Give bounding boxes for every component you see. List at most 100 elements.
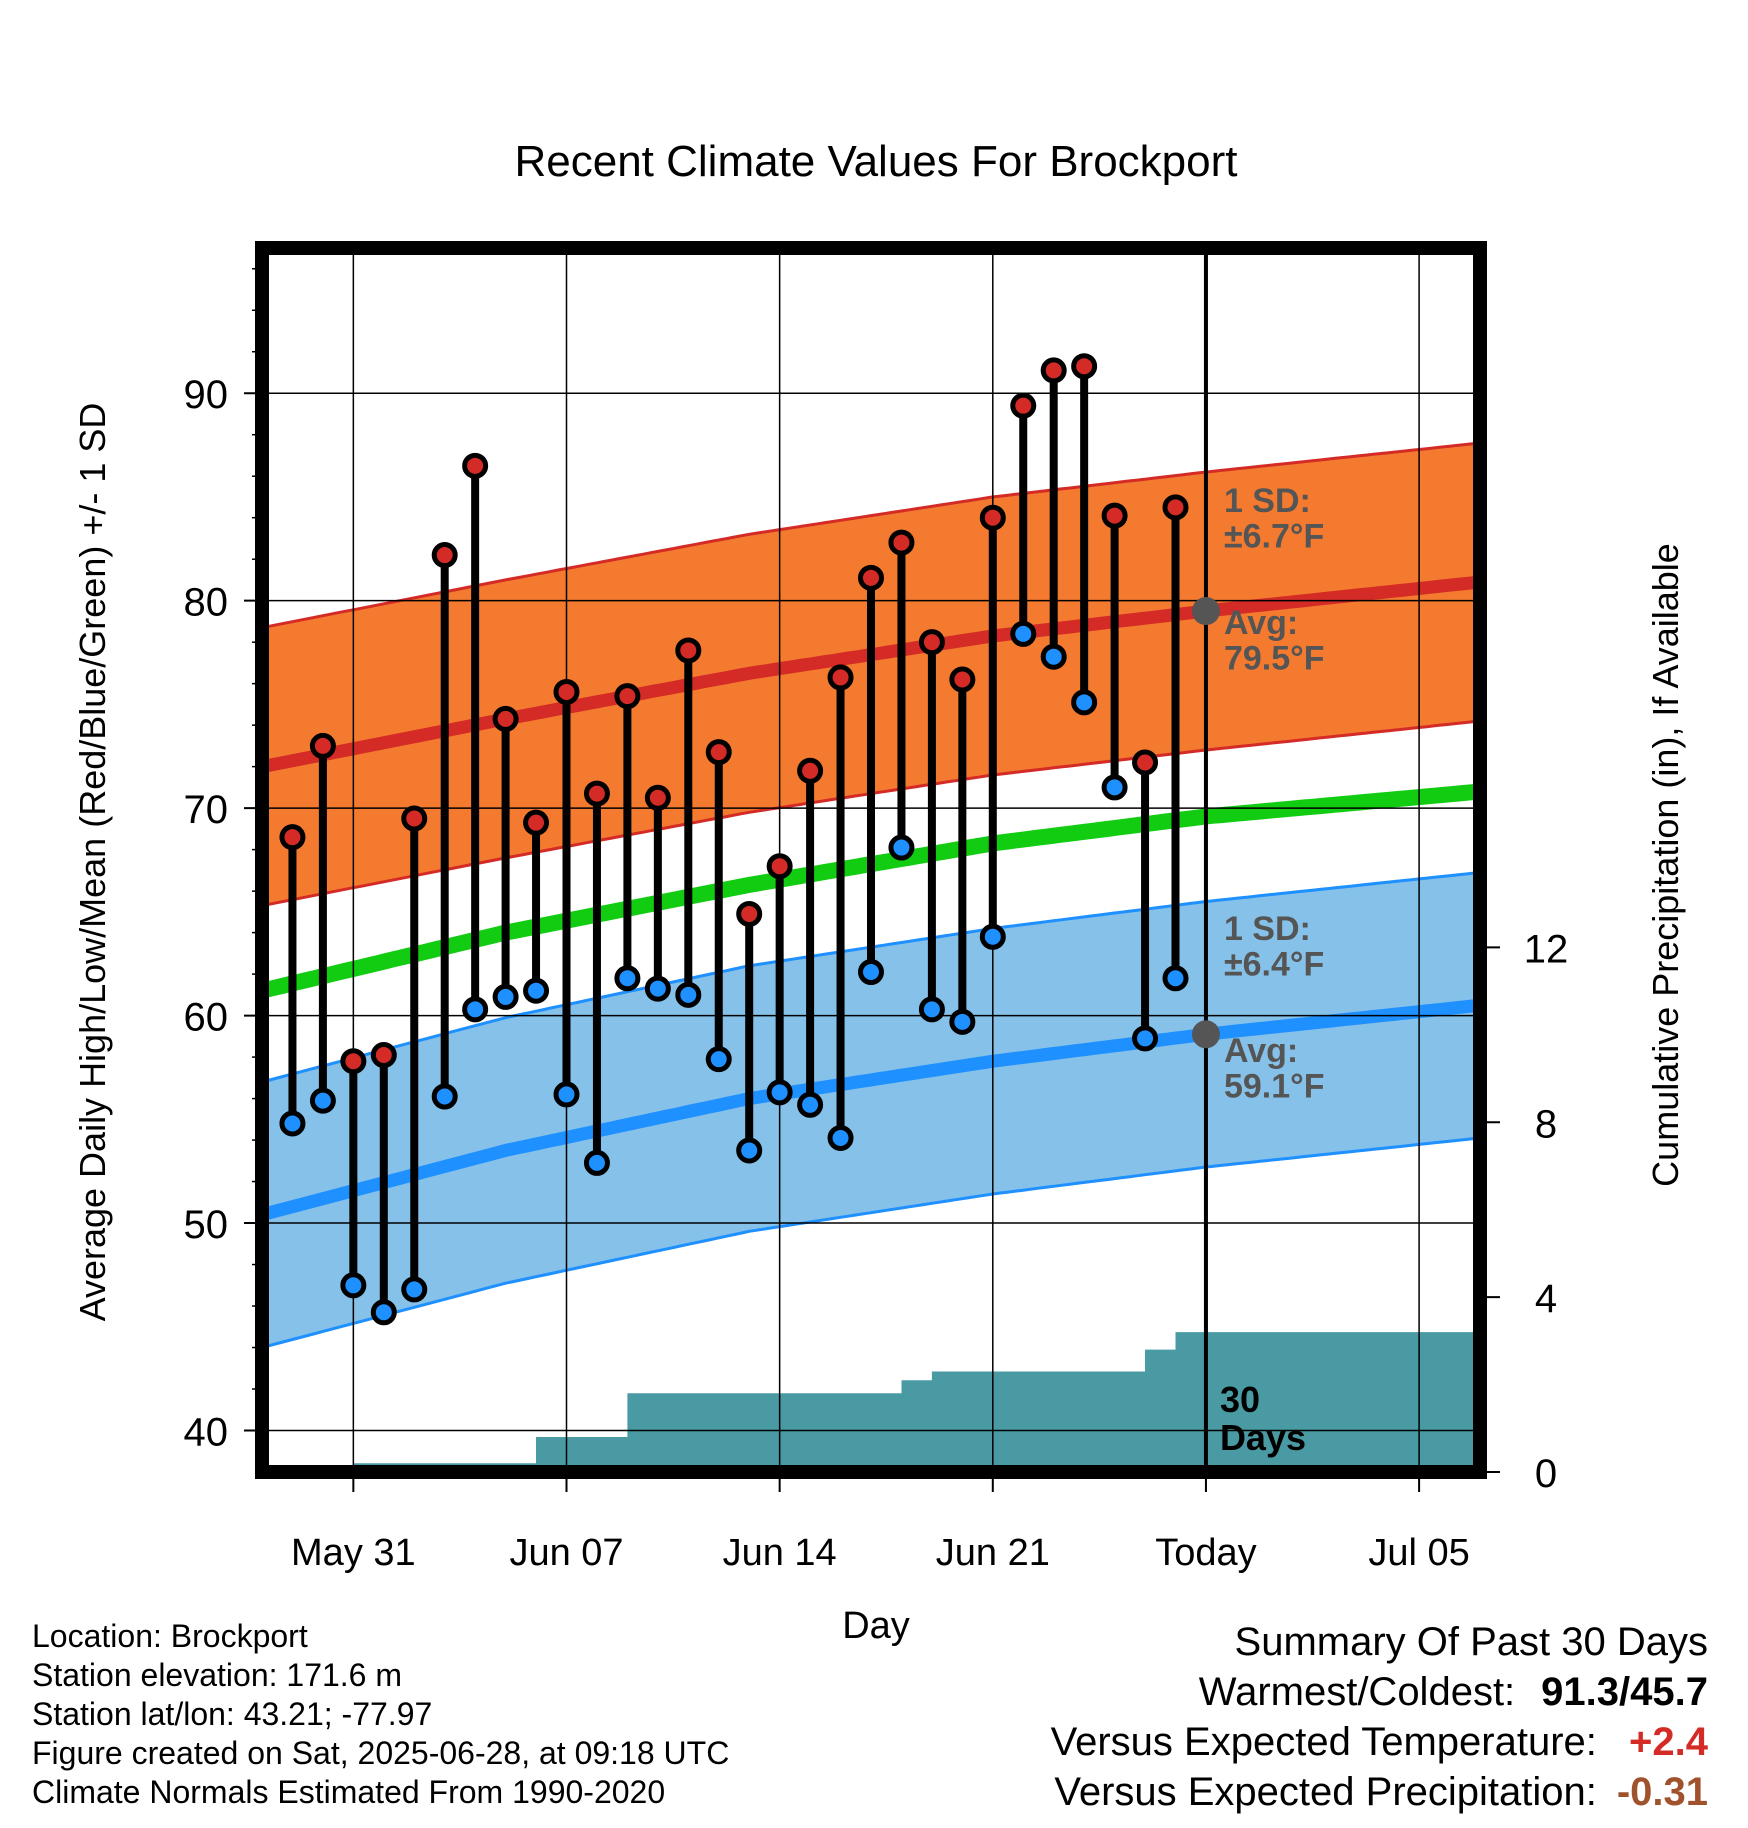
high-sd-label-line: ±6.7°F — [1224, 518, 1324, 556]
daily-low-point — [312, 1090, 333, 1111]
y2-tick-label: 12 — [1524, 927, 1569, 971]
daily-high-point — [312, 735, 333, 756]
y-tick-label: 60 — [184, 996, 229, 1040]
summary-title: Summary Of Past 30 Days — [1051, 1617, 1708, 1667]
created-text: Figure created on Sat, 2025-06-28, at 09… — [32, 1734, 729, 1773]
high-sd-label: 1 SD: ±6.7°F — [1224, 482, 1324, 556]
daily-low-point — [343, 1275, 364, 1296]
daily-high-point — [1135, 752, 1156, 773]
y-tick-label: 50 — [184, 1203, 229, 1247]
x-tick-label: Today — [1155, 1532, 1256, 1574]
daily-low-point — [647, 978, 668, 999]
daily-low-point — [404, 1279, 425, 1300]
precip-departure-label: Versus Expected Precipitation: — [1054, 1770, 1597, 1814]
daily-low-point — [617, 968, 638, 989]
temp-departure-row: Versus Expected Temperature: +2.4 — [1051, 1717, 1708, 1767]
x-tick-label: Jul 05 — [1368, 1532, 1469, 1574]
daily-low-point — [830, 1127, 851, 1148]
daily-low-point — [1104, 777, 1125, 798]
daily-low-point — [1135, 1028, 1156, 1049]
daily-high-point — [708, 742, 729, 763]
x-tick-label: Jun 14 — [723, 1532, 837, 1574]
daily-high-point — [769, 856, 790, 877]
low-avg-label-line: Avg: — [1224, 1032, 1298, 1070]
daily-low-point — [1074, 692, 1095, 713]
daily-low-point — [708, 1049, 729, 1070]
daily-high-point — [465, 455, 486, 476]
daily-high-point — [1074, 356, 1095, 377]
daily-low-point — [526, 980, 547, 1001]
low-sd-label: 1 SD: ±6.4°F — [1224, 910, 1324, 984]
daily-low-point — [861, 962, 882, 983]
high-avg-marker — [1192, 597, 1220, 625]
climate-chart: Recent Climate Values For Brockport 1 SD… — [0, 0, 1748, 1828]
normals-text: Climate Normals Estimated From 1990-2020 — [32, 1773, 729, 1812]
daily-high-point — [404, 808, 425, 829]
daily-high-point — [586, 783, 607, 804]
daily-low-point — [495, 986, 516, 1007]
chart-title: Recent Climate Values For Brockport — [514, 137, 1237, 186]
daily-low-point — [586, 1152, 607, 1173]
y-axis-label: Average Daily High/Low/Mean (Red/Blue/Gr… — [72, 403, 113, 1322]
daily-high-point — [1043, 360, 1064, 381]
daily-high-point — [282, 827, 303, 848]
daily-low-point — [678, 984, 699, 1005]
daily-high-point — [1165, 497, 1186, 518]
low-sd-label-line: ±6.4°F — [1224, 946, 1324, 984]
precip-departure-value: -0.31 — [1608, 1767, 1708, 1817]
station-info: Location: Brockport Station elevation: 1… — [32, 1617, 729, 1812]
high-avg-label-line: Avg: — [1224, 604, 1298, 642]
location-text: Location: Brockport — [32, 1617, 729, 1656]
low-sd-label-line: 1 SD: — [1224, 910, 1311, 948]
elevation-text: Station elevation: 171.6 m — [32, 1656, 729, 1695]
precip-departure-row: Versus Expected Precipitation: -0.31 — [1051, 1767, 1708, 1817]
x-axis-label: Day — [842, 1605, 910, 1647]
temp-departure-value: +2.4 — [1608, 1717, 1708, 1767]
daily-high-point — [373, 1045, 394, 1066]
daily-low-point — [982, 926, 1003, 947]
daily-high-point — [921, 632, 942, 653]
daily-low-point — [800, 1094, 821, 1115]
daily-high-point — [800, 760, 821, 781]
y2-tick-label: 4 — [1535, 1277, 1557, 1321]
warmest-coldest-row: Warmest/Coldest: 91.3/45.7 — [1051, 1667, 1708, 1717]
daily-low-point — [556, 1084, 577, 1105]
temp-departure-label: Versus Expected Temperature: — [1051, 1720, 1597, 1764]
daily-low-point — [373, 1302, 394, 1323]
daily-high-point — [495, 708, 516, 729]
daily-high-point — [830, 667, 851, 688]
latlon-text: Station lat/lon: 43.21; -77.97 — [32, 1695, 729, 1734]
y2-tick-label: 8 — [1535, 1102, 1557, 1146]
daily-high-point — [952, 669, 973, 690]
daily-low-point — [434, 1086, 455, 1107]
y2-tick-label: 0 — [1535, 1452, 1557, 1496]
x-tick-label: May 31 — [291, 1532, 416, 1574]
daily-high-point — [891, 532, 912, 553]
daily-high-point — [1013, 395, 1034, 416]
daily-high-point — [861, 567, 882, 588]
warmest-coldest-value: 91.3/45.7 — [1541, 1670, 1708, 1714]
daily-low-point — [739, 1140, 760, 1161]
high-avg-label-line: 79.5°F — [1224, 640, 1325, 678]
y-tick-label: 40 — [184, 1411, 229, 1455]
y-tick-label: 70 — [184, 788, 229, 832]
daily-low-point — [921, 999, 942, 1020]
daily-low-point — [465, 999, 486, 1020]
daily-high-point — [1104, 505, 1125, 526]
daily-high-point — [526, 812, 547, 833]
daily-high-point — [434, 545, 455, 566]
summary-panel: Summary Of Past 30 Days Warmest/Coldest:… — [1051, 1617, 1708, 1817]
days-label-line: Days — [1220, 1417, 1306, 1458]
x-tick-label: Jun 07 — [509, 1532, 623, 1574]
daily-high-point — [982, 507, 1003, 528]
warmest-coldest-label: Warmest/Coldest: — [1199, 1670, 1515, 1714]
high-sd-label-line: 1 SD: — [1224, 482, 1311, 520]
y-tick-label: 80 — [184, 581, 229, 625]
days-label-line: 30 — [1220, 1379, 1260, 1420]
daily-high-point — [739, 903, 760, 924]
low-avg-label-line: 59.1°F — [1224, 1068, 1325, 1106]
low-avg-marker — [1192, 1020, 1220, 1048]
daily-low-point — [952, 1011, 973, 1032]
